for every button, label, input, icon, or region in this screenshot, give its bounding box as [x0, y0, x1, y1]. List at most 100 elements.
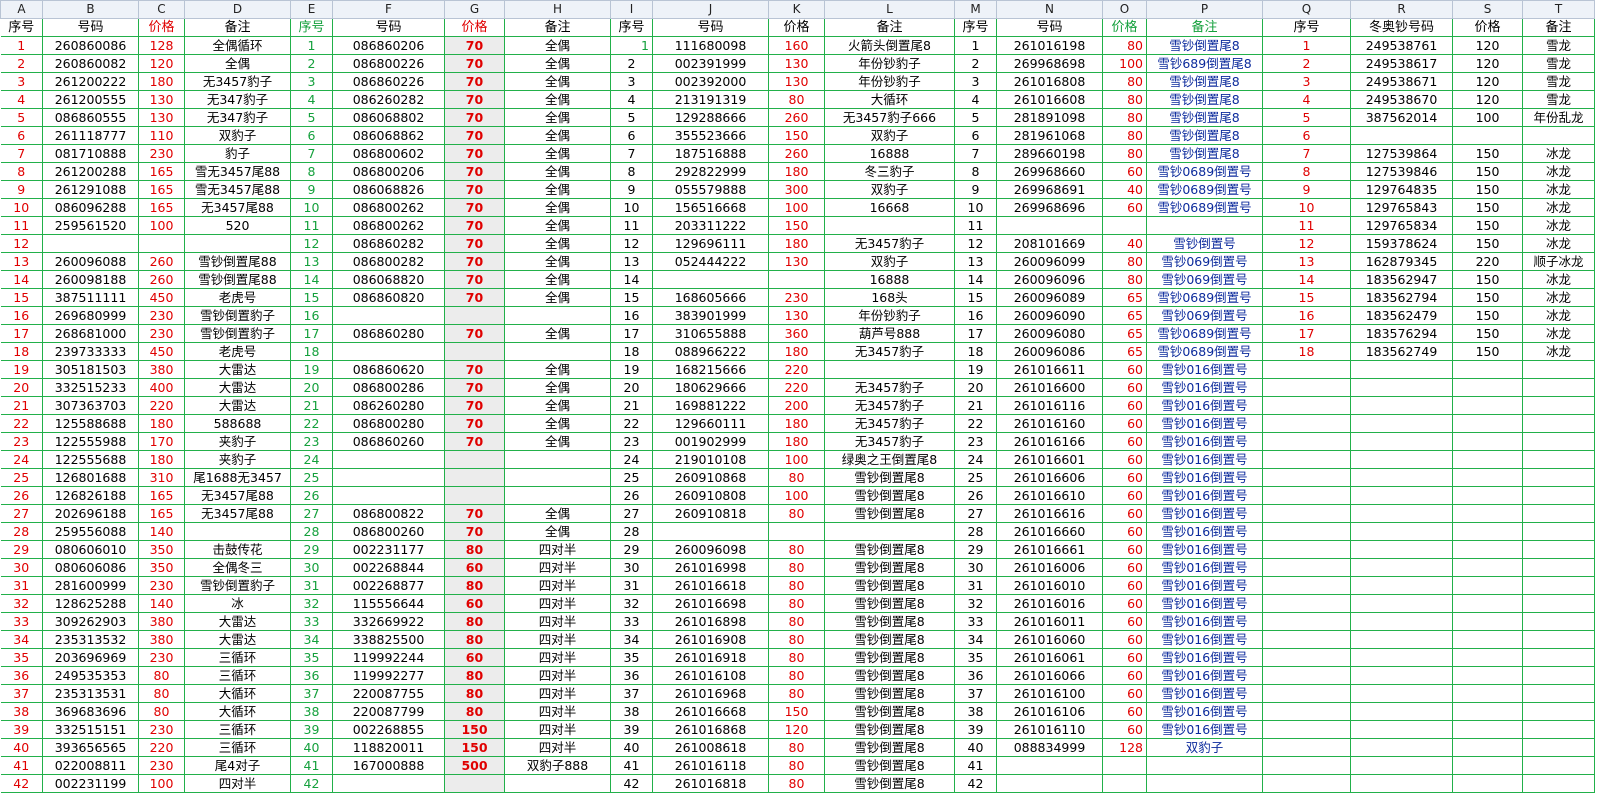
cell[interactable]: 261200288	[42, 162, 139, 181]
cell[interactable]: 70	[444, 270, 505, 289]
cell[interactable]: 22	[290, 414, 333, 433]
cell[interactable]: 11	[610, 216, 653, 235]
cell[interactable]: 110	[138, 126, 185, 145]
cell[interactable]	[1452, 630, 1523, 649]
cell[interactable]: 无3457豹子	[824, 396, 955, 415]
cell[interactable]: 086068802	[332, 108, 445, 127]
cell[interactable]: 350	[138, 540, 185, 559]
cell[interactable]: 261200222	[42, 72, 139, 91]
cell[interactable]: 088966222	[652, 342, 769, 361]
cell[interactable]: 70	[444, 522, 505, 541]
cell[interactable]: 202696188	[42, 504, 139, 523]
cell[interactable]: 269968660	[996, 162, 1103, 181]
cell[interactable]: 全偶	[504, 396, 611, 415]
cell[interactable]: 38	[0, 702, 43, 721]
cell[interactable]: 183562947	[1350, 270, 1453, 289]
cell[interactable]: 全偶	[504, 378, 611, 397]
cell[interactable]: 雪钞016倒置号	[1146, 504, 1263, 523]
cell[interactable]: 4	[610, 90, 653, 109]
cell[interactable]: 086096288	[42, 198, 139, 217]
cell[interactable]: 259556088	[42, 522, 139, 541]
cell[interactable]: 130	[768, 306, 825, 325]
cell[interactable]: 全偶	[504, 180, 611, 199]
cell[interactable]: 18	[954, 342, 997, 361]
cell[interactable]: 11	[954, 216, 997, 235]
cell[interactable]: 17	[0, 324, 43, 343]
cell[interactable]	[1350, 576, 1453, 595]
cell[interactable]: 127539864	[1350, 144, 1453, 163]
cell[interactable]: 17	[1262, 324, 1351, 343]
cell[interactable]: 260860086	[42, 36, 139, 55]
cell[interactable]	[504, 468, 611, 487]
cell[interactable]: 130	[768, 54, 825, 73]
cell[interactable]: 21	[0, 396, 43, 415]
cell[interactable]: 80	[444, 540, 505, 559]
cell[interactable]	[444, 306, 505, 325]
cell[interactable]: 162879345	[1350, 252, 1453, 271]
cell[interactable]: 261016198	[996, 36, 1103, 55]
cell[interactable]	[1522, 486, 1595, 505]
cell[interactable]: 80	[768, 558, 825, 577]
column-header-l[interactable]: L	[824, 0, 955, 19]
cell[interactable]: 086800262	[332, 216, 445, 235]
cell[interactable]: 年份乱龙	[1522, 108, 1595, 127]
cell[interactable]: 14	[1262, 270, 1351, 289]
header-cell[interactable]: 备注	[1522, 18, 1595, 37]
cell[interactable]: 四对半	[184, 774, 291, 793]
cell[interactable]: 雪钞016倒置号	[1146, 360, 1263, 379]
cell[interactable]: 261016818	[652, 774, 769, 793]
cell[interactable]: 150	[1452, 144, 1523, 163]
cell[interactable]: 086860280	[332, 324, 445, 343]
cell[interactable]: 292822999	[652, 162, 769, 181]
cell[interactable]: 四对半	[504, 558, 611, 577]
cell[interactable]	[1262, 504, 1351, 523]
cell[interactable]: 159378624	[1350, 234, 1453, 253]
cell[interactable]: 26	[954, 486, 997, 505]
cell[interactable]	[1522, 594, 1595, 613]
cell[interactable]: 080606010	[42, 540, 139, 559]
cell[interactable]: 115556644	[332, 594, 445, 613]
cell[interactable]: 70	[444, 234, 505, 253]
cell[interactable]: 全偶	[504, 522, 611, 541]
cell[interactable]: 70	[444, 144, 505, 163]
cell[interactable]: 大雷达	[184, 378, 291, 397]
cell[interactable]: 27	[0, 504, 43, 523]
cell[interactable]: 雪钞倒置尾8	[1146, 36, 1263, 55]
cell[interactable]: 100	[1452, 108, 1523, 127]
cell[interactable]: 156516668	[652, 198, 769, 217]
cell[interactable]: 大循环	[824, 90, 955, 109]
cell[interactable]	[1452, 486, 1523, 505]
cell[interactable]: 34	[0, 630, 43, 649]
cell[interactable]: 雪钞倒置号	[1146, 234, 1263, 253]
cell[interactable]: 无3457豹子666	[824, 108, 955, 127]
cell[interactable]: 四对半	[504, 630, 611, 649]
cell[interactable]: 260096086	[996, 342, 1103, 361]
cell[interactable]: 雪钞016倒置号	[1146, 522, 1263, 541]
cell[interactable]: 雪钞016倒置号	[1146, 432, 1263, 451]
cell[interactable]: 180	[138, 72, 185, 91]
cell[interactable]: 129696111	[652, 234, 769, 253]
cell[interactable]: 雪钞0689倒置号	[1146, 162, 1263, 181]
cell[interactable]: 80	[768, 666, 825, 685]
cell[interactable]: 17	[954, 324, 997, 343]
cell[interactable]	[1522, 756, 1595, 775]
cell[interactable]: 33	[290, 612, 333, 631]
cell[interactable]: 42	[954, 774, 997, 793]
cell[interactable]: 30	[610, 558, 653, 577]
cell[interactable]: 260	[768, 144, 825, 163]
cell[interactable]: 雪钞倒置尾8	[824, 504, 955, 523]
cell[interactable]: 261016968	[652, 684, 769, 703]
column-header-q[interactable]: Q	[1262, 0, 1351, 19]
cell[interactable]: 雪钞016倒置号	[1146, 612, 1263, 631]
cell[interactable]: 15	[290, 288, 333, 307]
cell[interactable]: 60	[1102, 666, 1147, 685]
cell[interactable]: 全偶	[504, 252, 611, 271]
cell[interactable]: 086800206	[332, 162, 445, 181]
cell[interactable]: 25	[954, 468, 997, 487]
cell[interactable]: 13	[1262, 252, 1351, 271]
cell[interactable]: 29	[290, 540, 333, 559]
cell[interactable]: 33	[0, 612, 43, 631]
cell[interactable]: 128	[138, 36, 185, 55]
cell[interactable]: 260096090	[996, 306, 1103, 325]
cell[interactable]	[1146, 756, 1263, 775]
